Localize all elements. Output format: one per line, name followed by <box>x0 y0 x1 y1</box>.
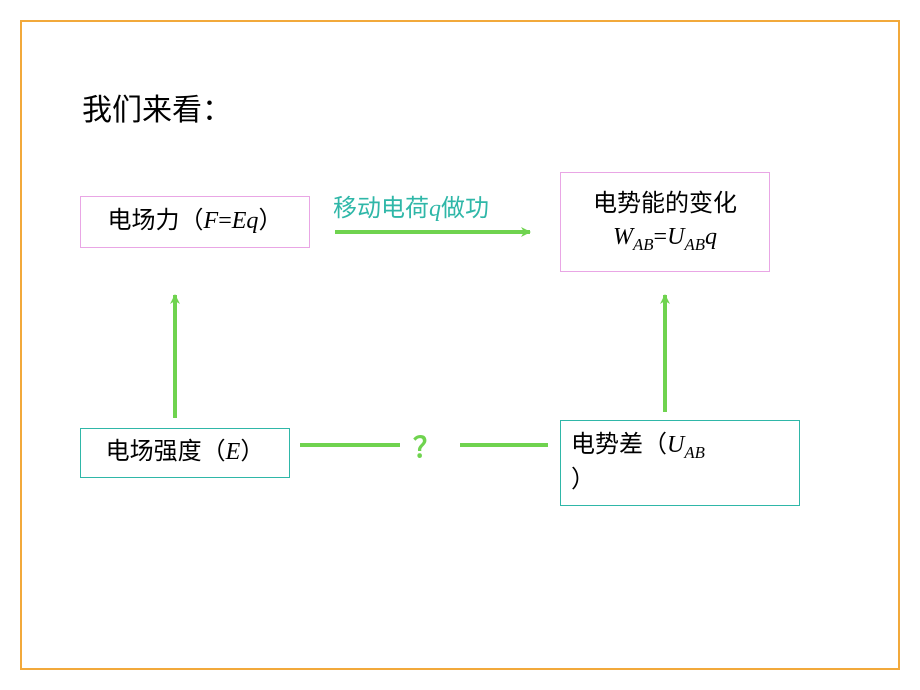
box-electric-force: 电场力（F=Eq） <box>80 196 310 248</box>
box-potential-energy-change: 电势能的变化WAB=UABq <box>560 172 770 272</box>
box-potential-difference: 电势差（UAB） <box>560 420 800 506</box>
question-mark: ？ <box>413 426 441 466</box>
slide-title: 我们来看： <box>82 85 232 129</box>
arrow-top-label: 移动电荷q做功 <box>333 188 489 223</box>
box-field-intensity: 电场强度（E） <box>80 428 290 478</box>
